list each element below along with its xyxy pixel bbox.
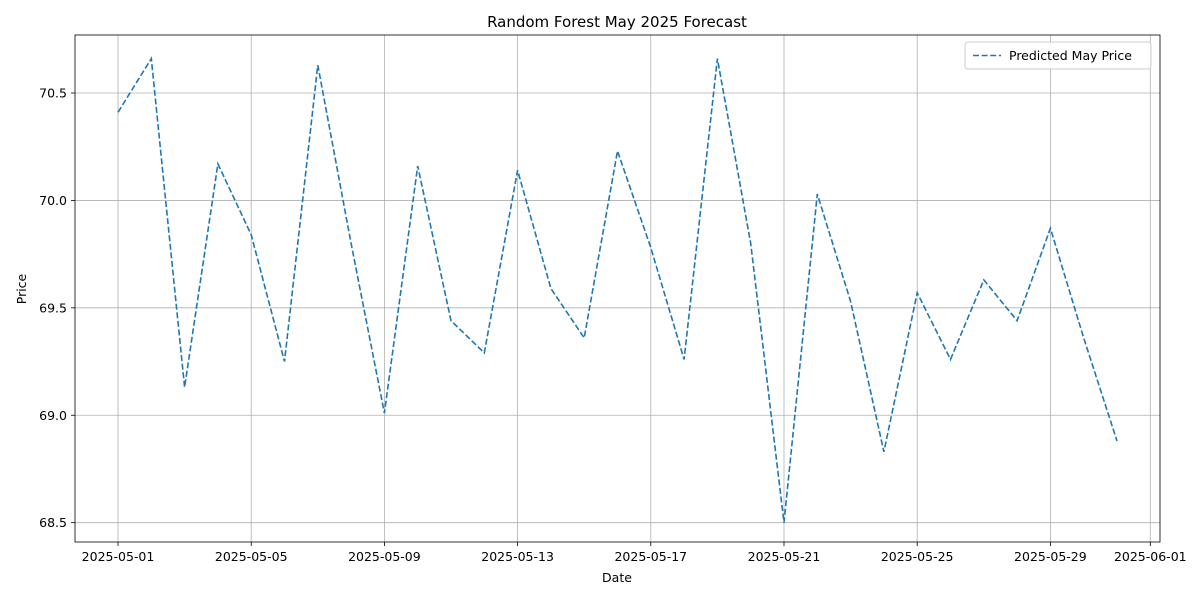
gridlines [75, 35, 1160, 542]
data-point [549, 286, 553, 290]
y-tick-label: 70.5 [39, 86, 67, 101]
x-axis-label: Date [602, 570, 632, 585]
y-tick-label: 70.0 [39, 193, 67, 208]
data-point [216, 162, 220, 166]
data-point [915, 291, 919, 295]
data-point [615, 149, 619, 153]
x-tick-label: 2025-05-09 [348, 549, 421, 564]
x-tick-label: 2025-05-25 [881, 549, 954, 564]
x-tick-label: 2025-05-13 [481, 549, 554, 564]
y-tick-label: 68.5 [39, 515, 67, 530]
data-point [1015, 319, 1019, 323]
data-point [249, 233, 253, 237]
legend-entry-predicted-may-price: Predicted May Price [1009, 48, 1132, 63]
data-point [449, 319, 453, 323]
data-point [482, 351, 486, 355]
series-layer [116, 56, 1119, 525]
y-tick-label: 69.5 [39, 300, 67, 315]
data-point [682, 357, 686, 361]
data-point [948, 357, 952, 361]
series-line-predicted-may-price [117, 56, 1118, 523]
y-axis-ticks: 68.5 69.0 69.5 70.0 70.5 [39, 86, 75, 530]
data-point [116, 110, 120, 114]
x-axis-ticks: 2025-05-01 2025-05-05 2025-05-09 2025-05-13… [82, 542, 1187, 564]
data-point [282, 359, 286, 363]
data-point [749, 241, 753, 245]
data-point [582, 336, 586, 340]
data-point [815, 192, 819, 196]
x-tick-label: 2025-05-21 [748, 549, 821, 564]
x-tick-label: 2025-05-05 [215, 549, 288, 564]
data-point [782, 521, 786, 525]
data-point [982, 278, 986, 282]
data-point [1082, 336, 1086, 340]
data-point [1115, 439, 1119, 443]
x-tick-label: 2025-05-29 [1014, 549, 1087, 564]
data-point [1048, 226, 1052, 230]
data-point [882, 450, 886, 454]
plot-frame [74, 34, 1161, 543]
data-point [416, 164, 420, 168]
data-point [382, 411, 386, 415]
x-tick-label: 2025-05-01 [82, 549, 155, 564]
data-point [182, 385, 186, 389]
data-point [349, 241, 353, 245]
data-point [649, 246, 653, 250]
data-point [149, 56, 153, 60]
data-point [316, 63, 320, 67]
legend-box [964, 41, 1152, 70]
legend: Predicted May Price [964, 41, 1152, 70]
data-point [515, 168, 519, 172]
x-tick-label: 2025-05-17 [614, 549, 687, 564]
data-point [715, 56, 719, 60]
data-point [848, 299, 852, 303]
x-tick-label: 2025-06-01 [1114, 549, 1187, 564]
y-tick-label: 69.0 [39, 408, 67, 423]
y-axis-label: Price [14, 273, 29, 304]
chart-title: Random Forest May 2025 Forecast [487, 13, 747, 31]
